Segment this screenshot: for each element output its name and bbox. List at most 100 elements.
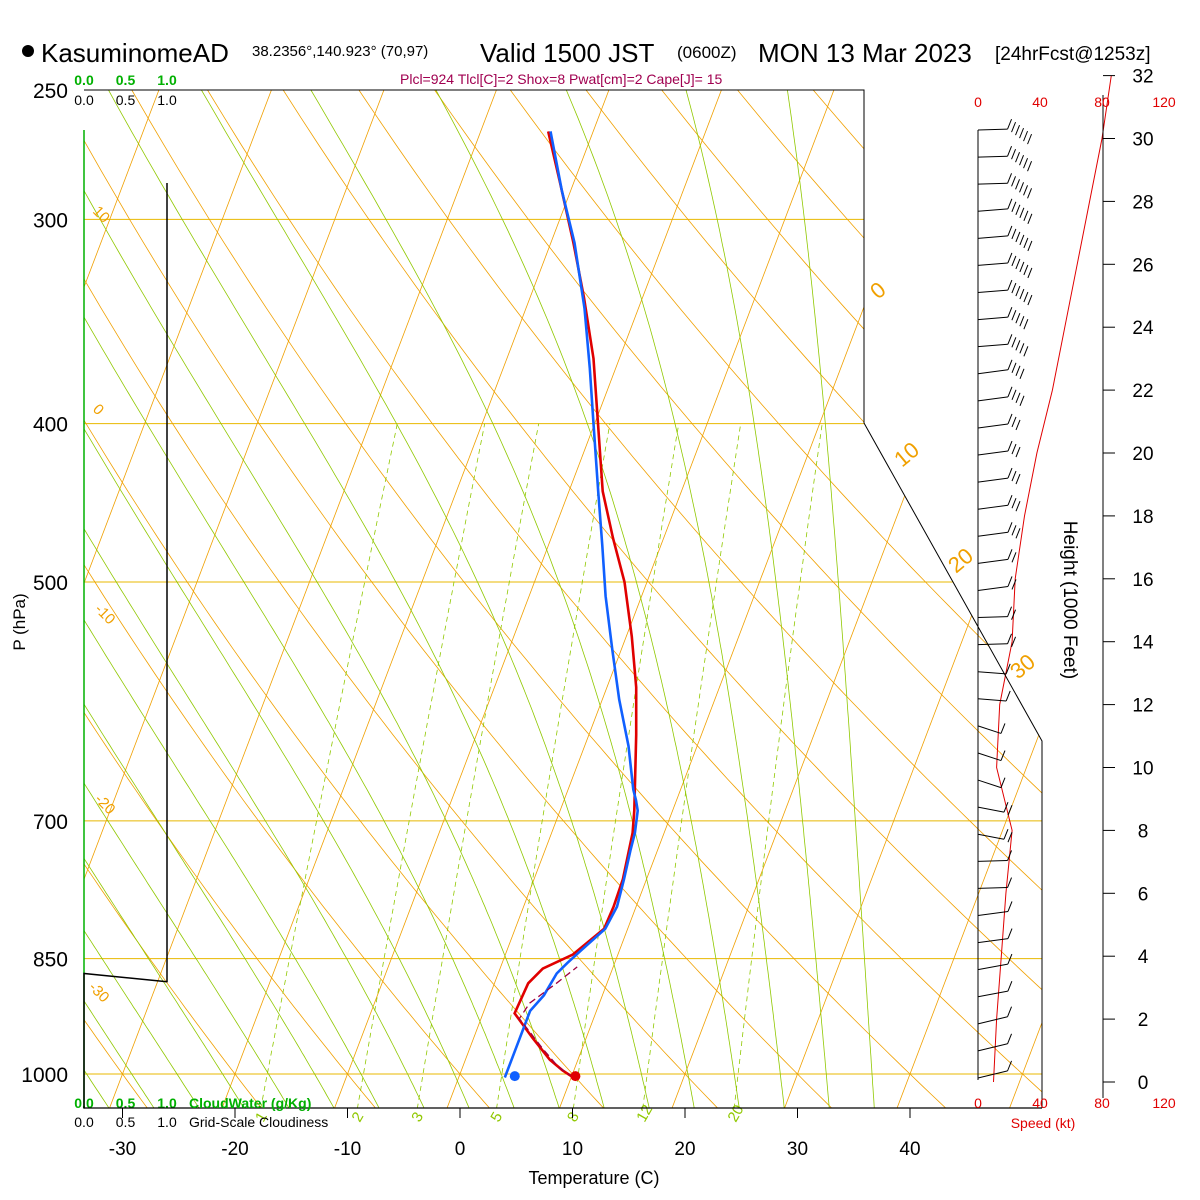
wind-barb-flag — [1011, 443, 1017, 455]
isotherm-line — [84, 90, 385, 1108]
mixing-ratio-label: 20 — [724, 1102, 747, 1125]
wind-barb-flag — [1023, 210, 1029, 222]
pressure-tick-label: 700 — [33, 811, 68, 834]
wind-barb-shaft — [977, 477, 1009, 483]
wind-barb-flag — [1019, 395, 1025, 407]
cloudiness-scale-top-label: 1.0 — [157, 92, 177, 108]
wind-barb-shaft — [977, 208, 1008, 212]
wind-barb-flag — [1015, 528, 1021, 539]
wind-barb-flag — [1011, 282, 1017, 294]
cloudwater-scale-bottom-label: 0.5 — [116, 1095, 136, 1111]
wind-barb-flag — [1023, 158, 1029, 169]
wind-barb-shaft — [977, 1043, 1008, 1052]
wind-barb-shaft — [977, 262, 1008, 266]
wind-barb-flag — [1007, 146, 1013, 157]
wind-barb-flag — [1011, 416, 1017, 428]
wind-barb-flag — [1000, 777, 1006, 788]
moist-adiabat-label: 10 — [889, 437, 924, 472]
cloudiness-scale-top-label: 0.5 — [116, 92, 136, 108]
isotherm-line — [446, 90, 835, 1108]
height-tick-label: 0 — [1138, 1073, 1149, 1094]
cloud-scale-panel: 0.0 0.5 1.00.00.00.50.51.01.00.0 0.5 1.0 — [74, 72, 177, 1130]
dry-adiabat-line — [84, 90, 263, 1108]
wind-barb-shaft — [977, 990, 1008, 998]
moist-adiabat-label: 30 — [1005, 649, 1040, 684]
wind-barb-flag — [1011, 579, 1017, 590]
wind-barb-shaft — [977, 128, 1008, 131]
cloudwater-scale-bottom-label: 1.0 — [157, 1095, 177, 1111]
wind-barb-flag — [1023, 318, 1029, 330]
wind-barb-flag — [1007, 832, 1013, 843]
skew-t-grid — [84, 90, 1200, 1109]
station-coords: 38.2356°,140.923° (70,97) — [252, 43, 428, 60]
height-tick-label: 22 — [1132, 381, 1153, 402]
cloudiness-scale-bottom-label: 0.5 — [116, 1114, 136, 1130]
wind-barb-shaft — [977, 289, 1008, 294]
moist-adiabat-line — [84, 90, 200, 1108]
wind-barb-shaft — [977, 698, 1007, 702]
moist-adiabat-line — [84, 90, 245, 1108]
wind-barb-shaft — [977, 806, 1005, 813]
wind-barb-shaft — [977, 585, 1009, 591]
wind-barb-flag — [1027, 213, 1033, 225]
wind-barb-flag — [1011, 309, 1017, 321]
mixing-ratio-line — [733, 423, 823, 1108]
speed-tick-label-top: 80 — [1094, 94, 1110, 110]
wind-barb-flag — [1007, 495, 1013, 506]
isotherm-line — [108, 90, 497, 1108]
height-tick-label: 20 — [1132, 444, 1153, 465]
wind-barb-shaft — [977, 963, 1008, 971]
dry-adiabat-line — [1116, 90, 1200, 1109]
wind-barb-flag — [1007, 306, 1013, 318]
wind-barb-flag — [1011, 228, 1017, 240]
cloudiness-scale-bottom-label: 1.0 — [157, 1114, 177, 1130]
wind-barb-flag — [1007, 606, 1013, 617]
moist-adiabat-line — [84, 90, 560, 1108]
wind-barb-shaft — [977, 504, 1009, 510]
pressure-tick-label: 250 — [33, 80, 68, 103]
wind-barb-flag — [1007, 953, 1013, 965]
wind-barb-flag — [1011, 498, 1017, 509]
cloudwater-scale-top-label: 0.0 — [74, 72, 94, 88]
wind-barb-flag — [1015, 340, 1021, 351]
wind-barb-flag — [1019, 182, 1025, 193]
wind-barb-flag — [1019, 315, 1025, 327]
wind-barb-shaft — [977, 671, 1007, 675]
isotherm-line — [333, 90, 722, 1108]
wind-barb-flag — [1007, 1033, 1013, 1044]
speed-axis-title: Speed (kt) — [1011, 1115, 1076, 1131]
wind-barb-flag — [1007, 1006, 1013, 1017]
wind-barb-flag — [1015, 179, 1021, 190]
wind-barb-flag — [1015, 501, 1021, 512]
plot-frame — [84, 89, 1043, 1108]
cloudiness-scale-bottom-label: 0.0 — [74, 1114, 94, 1130]
wind-barb-flag — [1023, 130, 1029, 142]
moist-adiabat-line — [84, 90, 335, 1108]
cloudiness-scale-top-label: 0.0 — [74, 92, 94, 108]
isotherm-line — [84, 90, 160, 1108]
speed-tick-label-bottom: 0 — [974, 1095, 982, 1111]
height-tick-label: 18 — [1132, 507, 1153, 528]
mixing-ratio-label: 8 — [564, 1109, 583, 1125]
pressure-tick-label: 850 — [33, 949, 68, 972]
wind-barb-flag — [1011, 121, 1017, 133]
wind-barb-flag — [1015, 231, 1021, 243]
dry-adiabat-line — [358, 90, 1042, 1108]
utc-time: (0600Z) — [677, 43, 737, 62]
surface-temperature-marker — [570, 1071, 581, 1082]
wind-barb-flag — [1019, 155, 1025, 166]
valid-time: Valid 1500 JST — [480, 38, 655, 68]
moist-adiabat-line — [84, 90, 425, 1108]
wind-barb-flag — [1011, 255, 1017, 267]
pressure-tick-label: 500 — [33, 572, 68, 595]
height-tick-label: 24 — [1132, 318, 1154, 339]
wind-barb-flag — [1015, 473, 1021, 485]
wind-barb-shaft — [977, 316, 1008, 321]
dry-adiabat-line — [1192, 90, 1200, 1109]
wind-barb-shaft — [977, 887, 1008, 889]
wind-barb-flag — [1019, 343, 1025, 354]
moist-adiabat-line — [310, 90, 695, 1108]
wind-barb-flag — [1023, 291, 1029, 303]
